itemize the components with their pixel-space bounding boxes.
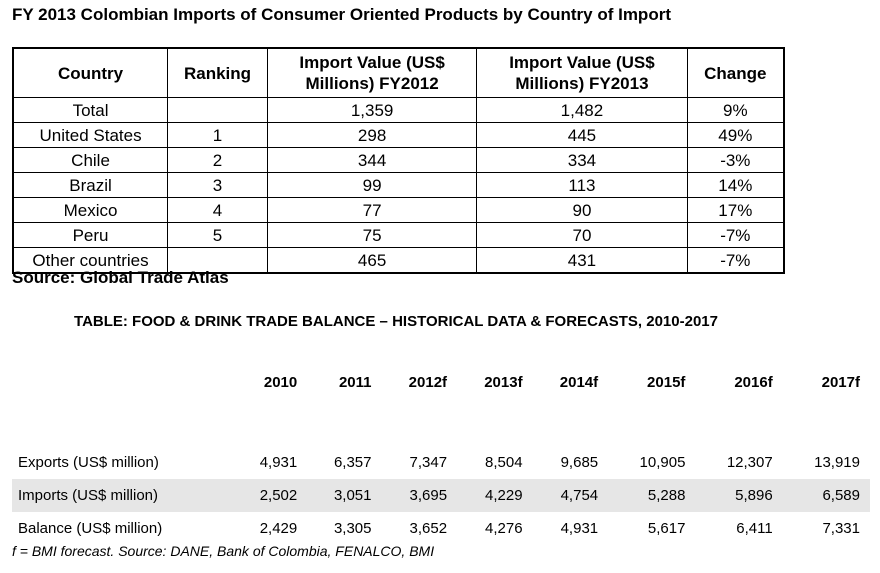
cell-change: 9% bbox=[686, 97, 785, 123]
header-fy2013: Import Value (US$ Millions) FY2013 bbox=[476, 47, 688, 98]
imports-by-country-table: Country Ranking Import Value (US$ Millio… bbox=[12, 47, 785, 274]
cell-change: 49% bbox=[686, 122, 785, 148]
cell-value: 7,331 bbox=[822, 520, 860, 537]
cell-fy2013: 70 bbox=[476, 222, 688, 248]
cell-ranking: 2 bbox=[167, 147, 268, 173]
table-row: Balance (US$ million) 2,429 3,305 3,652 … bbox=[12, 512, 870, 545]
cell-fy2013: 113 bbox=[476, 172, 688, 198]
cell-fy2012: 298 bbox=[266, 122, 478, 148]
cell-fy2012: 77 bbox=[266, 197, 478, 223]
table-row: Exports (US$ million) 4,931 6,357 7,347 … bbox=[12, 446, 870, 479]
cell-country: Total bbox=[12, 97, 169, 123]
cell-fy2013: 431 bbox=[476, 247, 688, 274]
cell-value: 3,051 bbox=[307, 479, 382, 512]
header-change: Change bbox=[686, 47, 785, 98]
cell-change: 14% bbox=[686, 172, 785, 198]
cell-ranking: 5 bbox=[167, 222, 268, 248]
trade-balance-table: 2010 2011 2012f 2013f 2014f 2015f 2016f … bbox=[12, 368, 870, 545]
trade-balance-table-title: TABLE: FOOD & DRINK TRADE BALANCE – HIST… bbox=[74, 313, 718, 330]
cell-value: 5,288 bbox=[608, 479, 696, 512]
table-row: Imports (US$ million) 2,502 3,051 3,695 … bbox=[12, 479, 870, 512]
header-year: 2015f bbox=[647, 373, 686, 391]
cell-fy2012: 344 bbox=[266, 147, 478, 173]
cell-value: 3,652 bbox=[409, 520, 448, 537]
table-row: Chile 2 344 334 -3% bbox=[12, 147, 785, 173]
cell-fy2013: 445 bbox=[476, 122, 688, 148]
cell-change: -7% bbox=[686, 247, 785, 274]
cell-value: 4,276 bbox=[485, 520, 523, 537]
cell-country: United States bbox=[12, 122, 169, 148]
imports-table-title: FY 2013 Colombian Imports of Consumer Or… bbox=[12, 5, 671, 24]
cell-value: 4,931 bbox=[259, 454, 298, 471]
cell-value: 5,617 bbox=[647, 520, 686, 537]
cell-value: 8,504 bbox=[485, 454, 523, 471]
year-header-row: 2010 2011 2012f 2013f 2014f 2015f 2016f … bbox=[12, 368, 870, 396]
cell-value: 13,919 bbox=[814, 454, 860, 471]
cell-value: 10,905 bbox=[639, 454, 686, 471]
cell-fy2012: 99 bbox=[266, 172, 478, 198]
row-label: Balance (US$ million) bbox=[18, 520, 163, 537]
cell-value: 3,695 bbox=[381, 479, 458, 512]
cell-value: 4,931 bbox=[560, 520, 599, 537]
cell-fy2013: 90 bbox=[476, 197, 688, 223]
header-blank bbox=[12, 368, 233, 396]
table-row: Total 1,359 1,482 9% bbox=[12, 97, 785, 123]
cell-value: 2,502 bbox=[233, 479, 308, 512]
header-year: 2012f bbox=[408, 373, 448, 391]
row-label: Exports (US$ million) bbox=[18, 454, 159, 471]
imports-source-note: Source: Global Trade Atlas bbox=[12, 268, 229, 287]
cell-fy2013: 334 bbox=[476, 147, 688, 173]
cell-value: 9,685 bbox=[560, 454, 599, 471]
trade-balance-footnote: f = BMI forecast. Source: DANE, Bank of … bbox=[12, 543, 435, 559]
header-year: 2017f bbox=[821, 373, 860, 391]
table-row: Mexico 4 77 90 17% bbox=[12, 197, 785, 223]
cell-ranking: 3 bbox=[167, 172, 268, 198]
header-ranking: Ranking bbox=[167, 47, 268, 98]
row-label: Imports (US$ million) bbox=[12, 479, 233, 512]
table-row: United States 1 298 445 49% bbox=[12, 122, 785, 148]
cell-country: Brazil bbox=[12, 172, 169, 198]
header-year: 2013f bbox=[484, 373, 523, 391]
cell-fy2013: 1,482 bbox=[476, 97, 688, 123]
header-country: Country bbox=[12, 47, 169, 98]
cell-fy2012: 465 bbox=[266, 247, 478, 274]
cell-value: 12,307 bbox=[726, 454, 773, 471]
cell-value: 6,589 bbox=[782, 479, 870, 512]
cell-value: 5,896 bbox=[695, 479, 783, 512]
table-header-row: Country Ranking Import Value (US$ Millio… bbox=[12, 47, 785, 98]
cell-value: 4,754 bbox=[532, 479, 609, 512]
cell-country: Peru bbox=[12, 222, 169, 248]
cell-value: 4,229 bbox=[457, 479, 533, 512]
cell-country: Chile bbox=[12, 147, 169, 173]
cell-change: -7% bbox=[686, 222, 785, 248]
cell-value: 2,429 bbox=[259, 520, 298, 537]
cell-fy2012: 1,359 bbox=[266, 97, 478, 123]
cell-ranking: 1 bbox=[167, 122, 268, 148]
cell-ranking bbox=[167, 97, 268, 123]
header-year: 2016f bbox=[734, 373, 773, 391]
cell-ranking: 4 bbox=[167, 197, 268, 223]
cell-value: 6,411 bbox=[736, 520, 773, 537]
cell-fy2012: 75 bbox=[266, 222, 478, 248]
spacer-row bbox=[12, 396, 870, 446]
header-year: 2010 bbox=[263, 373, 298, 391]
cell-change: 17% bbox=[686, 197, 785, 223]
table-row: Brazil 3 99 113 14% bbox=[12, 172, 785, 198]
table-row: Other countries 465 431 -7% bbox=[12, 247, 785, 274]
cell-country: Other countries bbox=[12, 247, 169, 274]
cell-value: 6,357 bbox=[333, 454, 372, 471]
header-year: 2011 bbox=[338, 373, 372, 391]
cell-country: Mexico bbox=[12, 197, 169, 223]
cell-value: 3,305 bbox=[333, 520, 372, 537]
cell-value: 7,347 bbox=[409, 454, 448, 471]
cell-change: -3% bbox=[686, 147, 785, 173]
table-row: Peru 5 75 70 -7% bbox=[12, 222, 785, 248]
header-fy2012: Import Value (US$ Millions) FY2012 bbox=[266, 47, 478, 98]
header-year: 2014f bbox=[559, 373, 599, 391]
cell-ranking bbox=[167, 247, 268, 274]
